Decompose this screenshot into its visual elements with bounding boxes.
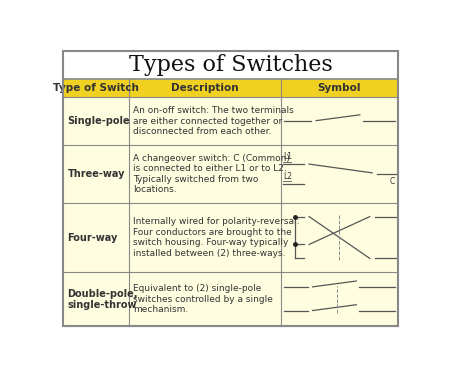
Text: Description: Description bbox=[171, 84, 238, 93]
Text: Three-way: Three-way bbox=[68, 169, 125, 179]
Text: A changeover switch: C (Common)
is connected to either L1 or to L2.
Typically sw: A changeover switch: C (Common) is conne… bbox=[133, 154, 289, 194]
Text: Internally wired for polarity-reversal:
Four conductors are brought to the
switc: Internally wired for polarity-reversal: … bbox=[133, 217, 299, 258]
Text: Four-way: Four-way bbox=[68, 232, 118, 242]
Bar bbox=[63, 145, 398, 203]
Text: Double-pole,
single-throw: Double-pole, single-throw bbox=[68, 288, 138, 310]
Text: Single-pole: Single-pole bbox=[68, 116, 130, 126]
Text: L2: L2 bbox=[284, 172, 292, 181]
Text: C: C bbox=[389, 177, 395, 186]
Bar bbox=[63, 272, 398, 326]
Text: Equivalent to (2) single-pole
switches controlled by a single
mechanism.: Equivalent to (2) single-pole switches c… bbox=[133, 284, 273, 314]
Bar bbox=[63, 203, 398, 272]
Bar bbox=[63, 50, 398, 79]
Text: L1: L1 bbox=[284, 152, 292, 161]
Text: Symbol: Symbol bbox=[318, 84, 361, 93]
Bar bbox=[63, 79, 398, 97]
Text: Types of Switches: Types of Switches bbox=[129, 54, 333, 76]
Text: Type of Switch: Type of Switch bbox=[53, 84, 139, 93]
Text: An on-off switch: The two terminals
are either connected together or
disconnecte: An on-off switch: The two terminals are … bbox=[133, 106, 293, 136]
Bar bbox=[63, 97, 398, 145]
